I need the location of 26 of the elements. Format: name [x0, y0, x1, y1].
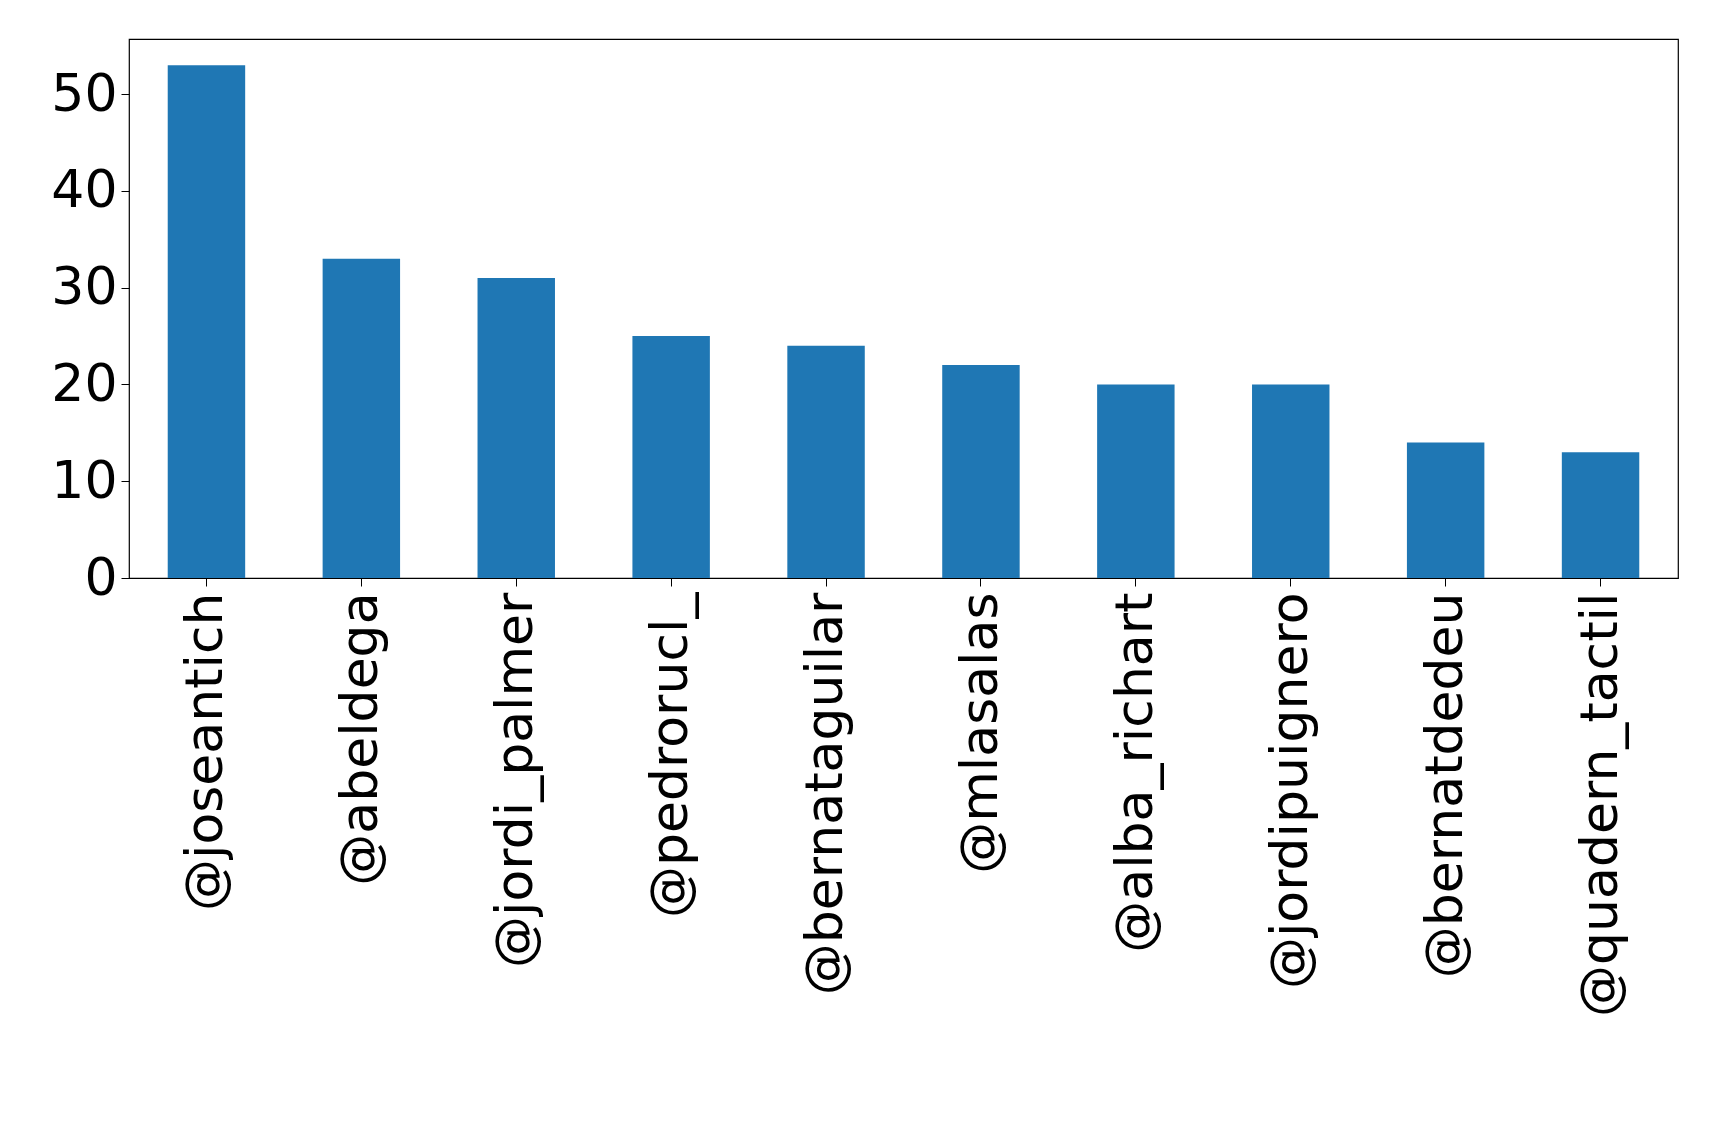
x-tick-label: @pedrorucl_ — [639, 591, 700, 918]
x-tick-label: @alba_richart — [1103, 592, 1164, 953]
x-tick-label: @bernatdedeu — [1413, 592, 1474, 979]
bar — [167, 65, 246, 578]
y-tick-label: 10 — [51, 449, 118, 510]
y-tick-label: 30 — [51, 256, 118, 317]
bar — [477, 278, 555, 578]
y-tick-label: 0 — [84, 546, 118, 607]
bar — [1097, 384, 1175, 578]
bar — [1406, 442, 1485, 578]
bar — [1252, 384, 1330, 578]
bar — [942, 365, 1020, 578]
bar — [1561, 452, 1640, 578]
y-tick-label: 20 — [51, 352, 118, 413]
bar — [787, 345, 865, 578]
bar — [632, 336, 710, 578]
x-tick-label: @quadern_tactil — [1568, 592, 1629, 1017]
x-tick-label: @bernataguilar — [794, 591, 855, 996]
x-tick-label: @jordi_palmer — [484, 591, 545, 969]
y-tick-label: 40 — [51, 159, 118, 220]
x-tick-label: @jordipuignero — [1258, 592, 1319, 990]
x-tick-label: @mlasalas — [948, 592, 1009, 874]
x-tick-label: @joseantich — [174, 592, 235, 912]
y-tick-label: 50 — [51, 62, 118, 123]
bar — [322, 258, 401, 578]
x-tick-label: @abeldega — [329, 592, 390, 886]
